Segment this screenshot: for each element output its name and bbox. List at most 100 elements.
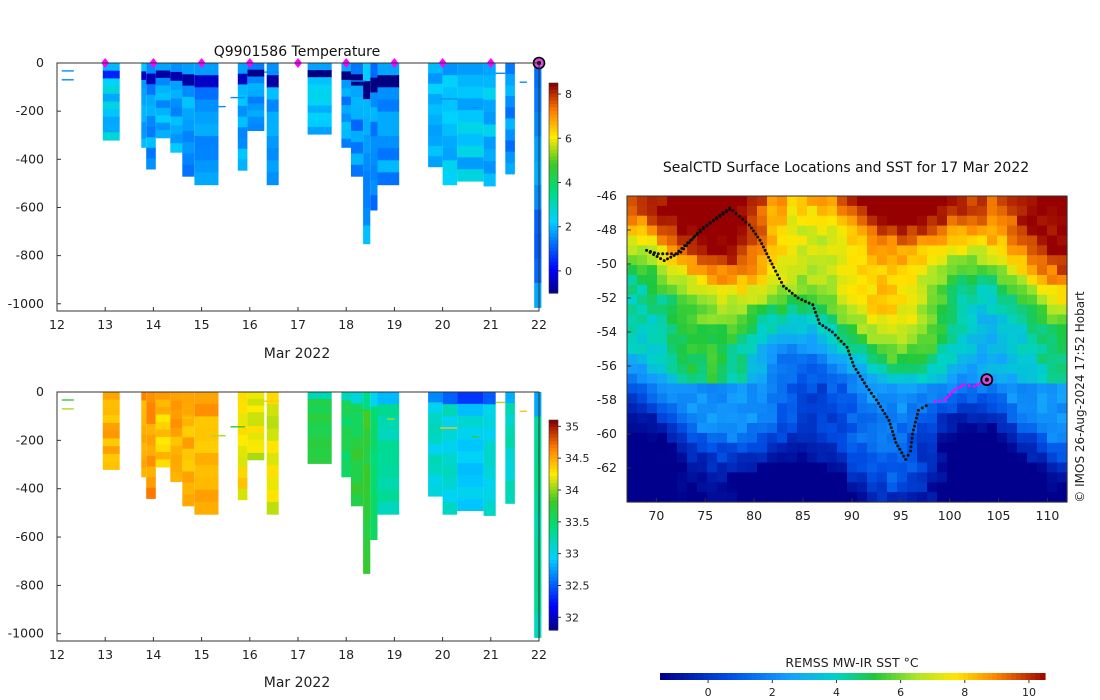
profile-cell (505, 151, 515, 164)
sst-cell (787, 245, 798, 256)
profile-cell (194, 172, 219, 186)
profile-cell (457, 486, 484, 500)
profile-cell (377, 172, 400, 186)
sst-cell (1037, 265, 1048, 276)
sst-cell (907, 275, 918, 286)
colorbar-segment (549, 577, 558, 582)
track-point (737, 214, 741, 218)
sst-cell (967, 334, 978, 345)
profile-cell (307, 434, 332, 443)
sst-cell (937, 403, 948, 414)
sst-cell (697, 255, 708, 266)
sst-cell (987, 344, 998, 355)
sst-cell (927, 265, 938, 276)
sst-cell (1027, 294, 1038, 306)
sst-cell (1007, 294, 1018, 306)
sst-cell (817, 235, 828, 246)
sst-cell (1017, 294, 1028, 306)
profile-cell (194, 392, 219, 405)
sst-cell (957, 324, 968, 335)
sst-cell (777, 255, 788, 266)
colorbar-segment (785, 673, 791, 680)
sst-cell (757, 432, 768, 444)
sst-cell (1007, 442, 1018, 454)
sst-cell (1057, 373, 1068, 385)
sst-cell (997, 403, 1008, 414)
sst-cell (917, 284, 928, 296)
sst-cell (1037, 363, 1048, 375)
profile-cell (237, 148, 248, 160)
sst-cell (797, 344, 808, 355)
sst-cell (887, 363, 898, 375)
sst-cell (827, 275, 838, 286)
track-point (898, 447, 902, 451)
sst-cell (877, 353, 888, 365)
profile-cell (351, 119, 364, 132)
track-point (879, 405, 883, 409)
sst-cell (997, 363, 1008, 375)
sst-cell (827, 423, 838, 434)
profile-streak (61, 408, 74, 410)
profile-cell (483, 441, 496, 455)
sst-cell (807, 413, 818, 424)
profile-cell (170, 454, 183, 465)
colorbar-segment (809, 673, 815, 680)
sst-cell (857, 413, 868, 424)
profile-cell (370, 436, 378, 452)
sst-cell (717, 265, 728, 276)
sst-cell (757, 393, 768, 404)
profile-cell (170, 143, 183, 153)
sst-cell (1007, 255, 1018, 266)
profile-cell (141, 392, 147, 402)
sst-cell (637, 245, 648, 256)
profile-cell (102, 446, 120, 455)
sst-cell (887, 265, 898, 276)
sst-cell (807, 403, 818, 414)
sst-cell (727, 393, 738, 404)
sst-cell (957, 245, 968, 256)
colorbar-segment (891, 673, 897, 680)
sst-cell (847, 225, 858, 237)
sst-cell (737, 393, 748, 404)
sst-cell (877, 452, 888, 464)
sst-cell (657, 472, 668, 483)
sst-cell (1047, 196, 1058, 207)
sst-cell (657, 205, 668, 217)
profile-cell (457, 63, 484, 76)
sst-cell (767, 373, 778, 385)
colorbar-segment (722, 673, 728, 680)
sst-cell (967, 472, 978, 483)
profile-cell (141, 425, 147, 435)
sst-cell (847, 423, 858, 434)
sst-cell (627, 344, 638, 355)
colorbar-segment (679, 673, 685, 680)
sst-cell (667, 452, 678, 464)
x-tick-label: 21 (483, 317, 499, 332)
sst-cell (687, 215, 698, 227)
sst-cell (767, 492, 778, 503)
sst-cell (647, 284, 658, 296)
sst-cell (1037, 472, 1048, 483)
sst-cell (727, 423, 738, 434)
sst-cell (957, 403, 968, 414)
x-tick-label: 13 (97, 317, 113, 332)
sst-cell (717, 353, 728, 365)
profile-cell (146, 94, 156, 106)
sst-cell (987, 215, 998, 227)
profile-cell (483, 112, 496, 125)
sst-cell (1057, 225, 1068, 237)
sst-cell (827, 353, 838, 365)
profile-cell (307, 84, 332, 92)
sst-cell (1057, 472, 1068, 483)
sst-cell (997, 393, 1008, 404)
sst-cell (707, 383, 718, 394)
profile-cell (351, 96, 364, 109)
profile-cell (182, 482, 195, 495)
profile-cell (141, 79, 147, 89)
sst-cell (627, 472, 638, 483)
track-point (776, 273, 780, 277)
profile-cell (146, 147, 156, 159)
profile-cell (155, 422, 171, 431)
profile-cell (428, 135, 443, 147)
sst-cell (667, 235, 678, 246)
